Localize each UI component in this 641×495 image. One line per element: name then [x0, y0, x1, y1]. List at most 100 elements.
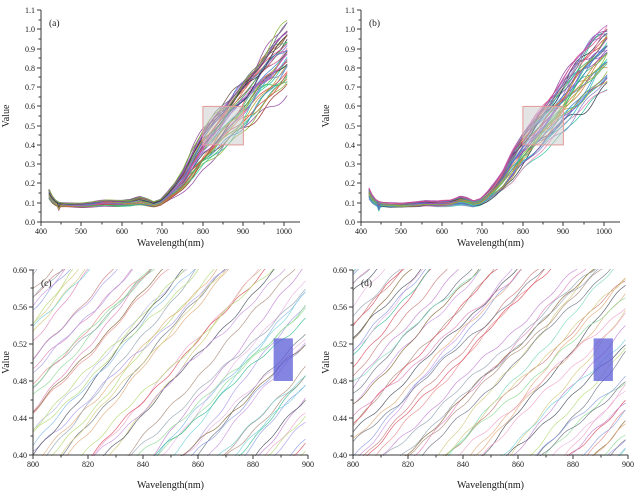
zoom-line — [353, 269, 432, 368]
zoom-line — [33, 269, 66, 307]
zoom-line — [33, 269, 86, 332]
panel-label: (a) — [49, 18, 60, 29]
zoom-line — [457, 308, 626, 456]
zoom-line — [353, 269, 482, 405]
x-tick-label: 1000 — [276, 227, 292, 236]
y-tick-label: 0.48 — [13, 377, 27, 386]
spectrum-curve — [48, 32, 288, 204]
x-tick-label: 860 — [512, 460, 524, 469]
zoom-line — [500, 339, 626, 456]
panel-c-zoom-plot: 800 820 840 860 880 900 0.40 0.44 0.48 0.52 0.56 0.… — [1, 266, 314, 491]
y-tick-label: 0.2 — [25, 179, 35, 188]
zoom-line — [399, 269, 600, 456]
highlight-region-rect — [273, 338, 293, 381]
y-tick-label: 0.3 — [345, 160, 355, 169]
y-tick-label: 0.2 — [345, 179, 355, 188]
zoom-line — [50, 269, 215, 456]
y-tick-label: 0.60 — [333, 266, 347, 275]
spectrum-curve — [368, 75, 608, 207]
x-tick-label: 800 — [27, 460, 39, 469]
zoom-line — [33, 269, 118, 361]
zoom-line — [482, 285, 626, 456]
spectrum-curve — [48, 35, 288, 205]
zoom-line — [353, 269, 522, 456]
y-tick-label: 0.1 — [25, 199, 35, 208]
spectrum-curve — [48, 31, 288, 205]
zoom-line — [407, 269, 603, 456]
zoom-line — [564, 384, 626, 456]
zoom-line — [182, 305, 306, 456]
zoom-line — [353, 269, 545, 443]
zoom-line — [180, 344, 306, 456]
zoom-line — [473, 293, 626, 456]
zoom-line — [353, 269, 431, 356]
zoom-line — [375, 269, 546, 456]
zoom-line — [353, 269, 518, 433]
zoom-line — [33, 269, 188, 432]
highlight-region-rect — [202, 105, 244, 146]
zoom-line — [362, 269, 540, 456]
spectrum-curve — [48, 39, 288, 205]
zoom-line — [191, 344, 306, 456]
zoom-line — [442, 278, 626, 456]
zoom-line — [379, 269, 578, 456]
y-tick-label: 0.60 — [13, 266, 27, 275]
zoom-line — [444, 280, 626, 456]
spectrum-curve — [48, 35, 288, 208]
zoom-line — [480, 312, 626, 456]
y-tick-label: 0.9 — [25, 45, 35, 54]
panel-d-zoom-plot: 800 820 840 860 880 900 0.40 0.44 0.48 0.52 0.56 0.… — [321, 266, 634, 491]
spectrum-curve — [368, 28, 608, 204]
zoom-line — [353, 269, 405, 325]
y-tick-label: 0.0 — [25, 218, 35, 227]
zoom-line — [45, 269, 197, 456]
series-lines-group — [33, 269, 306, 456]
y-axis-title: Value — [321, 104, 332, 127]
zoom-line — [535, 375, 626, 456]
x-tick-label: 800 — [197, 227, 209, 236]
zoom-line — [92, 269, 260, 456]
zoom-line — [156, 304, 306, 456]
zoom-line — [33, 269, 153, 389]
y-tick-label: 0.4 — [25, 141, 35, 150]
zoom-line — [551, 390, 626, 456]
x-tick-label: 700 — [156, 227, 168, 236]
spectrum-curve — [48, 61, 288, 206]
zoom-line — [33, 269, 156, 395]
spectrum-curve — [368, 25, 608, 205]
y-tick-label: 0.44 — [333, 414, 347, 423]
y-axis-title: Value — [321, 351, 332, 374]
spectrum-curve — [48, 41, 288, 205]
zoom-line — [33, 269, 133, 374]
zoom-line — [108, 269, 262, 456]
zoom-line — [59, 269, 227, 456]
spectrum-curve — [368, 62, 608, 206]
series-lines-group — [48, 20, 288, 211]
zoom-line — [536, 351, 626, 456]
zoom-line — [41, 269, 218, 456]
spectrum-curve — [48, 51, 288, 206]
zoom-line — [447, 269, 614, 456]
zoom-line — [33, 269, 164, 413]
y-tick-label: 0.8 — [25, 64, 35, 73]
y-tick-label: 0.3 — [25, 160, 35, 169]
x-axis-title: Wavelength(nm) — [457, 480, 524, 491]
zoom-line — [510, 310, 626, 456]
x-tick-label: 700 — [476, 227, 488, 236]
zoom-line — [93, 269, 286, 456]
y-tick-label: 0.1 — [345, 199, 355, 208]
y-tick-label: 0.52 — [333, 340, 347, 349]
zoom-line — [222, 366, 306, 456]
zoom-line — [353, 269, 413, 340]
x-tick-label: 500 — [395, 227, 407, 236]
zoom-line — [254, 399, 306, 456]
y-tick-label: 0.5 — [25, 122, 35, 131]
y-tick-label: 0.44 — [13, 414, 27, 423]
zoom-line — [543, 383, 626, 456]
y-tick-label: 1.1 — [345, 6, 355, 15]
y-tick-label: 0.9 — [345, 45, 355, 54]
zoom-line — [568, 402, 626, 456]
spectrum-curve — [368, 76, 608, 208]
spectrum-curve — [48, 31, 288, 204]
spectrum-curve — [48, 41, 288, 205]
